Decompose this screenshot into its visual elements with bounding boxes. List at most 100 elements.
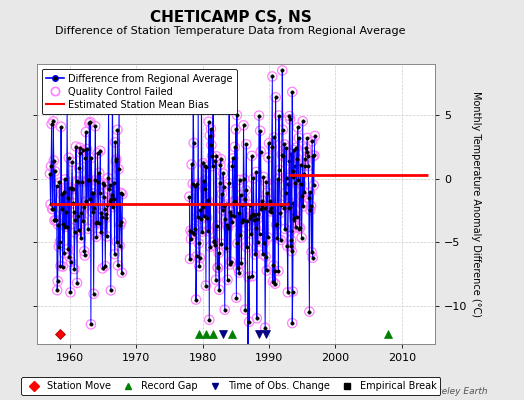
Point (70, 266, 79, 272)
Point (255, 112, 263, 119)
Point (88, 155, 96, 161)
Point (187, 236, 195, 242)
Point (108, 75, 117, 82)
Point (89, 190, 97, 196)
Point (100, 182, 108, 188)
Point (282, 144, 290, 151)
Point (88, 190, 96, 197)
Point (46, 201, 54, 208)
Point (286, 243, 294, 250)
Point (249, 211, 257, 218)
Point (100, 194, 108, 200)
Point (201, 162, 210, 169)
Point (259, 174, 268, 180)
Point (290, 217, 299, 224)
Point (76, 149, 84, 156)
Point (215, 286, 223, 293)
Point (116, 190, 125, 196)
Point (220, 183, 228, 190)
Point (109, 204, 117, 210)
Point (80, 204, 88, 210)
Point (118, 270, 126, 276)
Point (303, 135, 311, 141)
Point (305, 308, 313, 315)
Point (225, 96, 233, 102)
Point (73, 280, 81, 286)
Point (238, 219, 246, 226)
Point (94, 178, 102, 185)
Point (101, 263, 110, 269)
Point (219, 207, 227, 213)
Point (54, 222, 62, 228)
Point (233, 240, 242, 246)
Point (299, 203, 308, 209)
Point (106, 287, 115, 294)
Point (294, 177, 302, 183)
Point (71, 229, 79, 236)
Point (203, 197, 212, 204)
Point (206, 126, 215, 132)
Point (50, 157, 58, 164)
Point (51, 217, 60, 223)
Point (60, 189, 68, 196)
Point (80, 248, 89, 254)
Point (288, 154, 296, 160)
Point (285, 158, 293, 164)
Point (291, 180, 299, 186)
Point (222, 201, 230, 208)
Point (238, 202, 247, 208)
Point (58, 191, 67, 198)
Point (191, 183, 200, 189)
Point (84, 177, 93, 183)
Point (107, 196, 115, 202)
Point (47, 121, 56, 127)
Point (211, 158, 220, 164)
Point (114, 262, 122, 269)
Point (63, 195, 72, 202)
Point (72, 178, 81, 184)
Point (205, 316, 213, 323)
Point (49, 206, 57, 212)
Point (265, 198, 274, 204)
Point (271, 280, 279, 287)
Point (111, 251, 119, 257)
Point (291, 163, 299, 170)
Point (79, 218, 88, 224)
Point (105, 182, 114, 188)
Point (301, 156, 310, 162)
Point (298, 234, 306, 241)
Point (95, 170, 103, 176)
Point (275, 167, 283, 173)
Point (62, 224, 71, 230)
Point (115, 88, 123, 95)
Point (296, 224, 304, 231)
Point (280, 141, 289, 148)
Point (310, 152, 319, 159)
Point (271, 94, 280, 100)
Point (95, 190, 104, 196)
Point (282, 175, 291, 181)
Point (48, 206, 57, 212)
Point (70, 209, 78, 215)
Point (77, 209, 85, 216)
Point (66, 184, 74, 191)
Point (302, 145, 310, 152)
Point (61, 224, 70, 230)
Point (284, 180, 292, 187)
Point (196, 206, 204, 213)
Point (287, 151, 296, 157)
Point (212, 277, 220, 283)
Point (195, 255, 204, 261)
Point (223, 222, 231, 228)
Point (289, 174, 298, 180)
Point (53, 278, 62, 284)
Point (310, 182, 318, 188)
Point (68, 159, 77, 165)
Point (190, 231, 199, 237)
Point (224, 180, 233, 186)
Point (289, 200, 298, 207)
Point (300, 189, 309, 195)
Point (85, 196, 94, 202)
Legend: Difference from Regional Average, Quality Control Failed, Estimated Station Mean: Difference from Regional Average, Qualit… (41, 69, 237, 114)
Point (96, 228, 105, 235)
